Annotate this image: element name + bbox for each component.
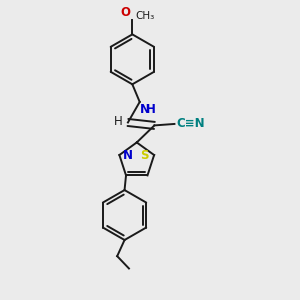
Text: S: S <box>140 148 149 161</box>
Text: CH₃: CH₃ <box>135 11 154 21</box>
Text: N: N <box>140 103 150 116</box>
Text: C≡N: C≡N <box>176 117 205 130</box>
Text: H: H <box>114 115 123 128</box>
Text: N: N <box>123 148 133 161</box>
Text: O: O <box>121 6 131 19</box>
Text: H: H <box>146 103 156 116</box>
